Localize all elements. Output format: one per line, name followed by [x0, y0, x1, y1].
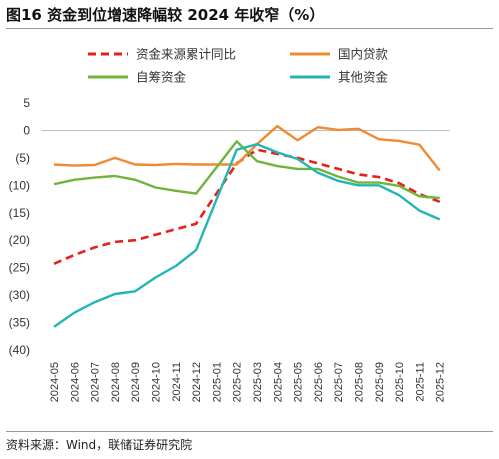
x-tick-label: 2025-05 [293, 362, 305, 402]
legend-label: 自筹资金 [136, 70, 187, 85]
series-line [53, 140, 440, 200]
x-tick-label: 2025-01 [211, 362, 223, 402]
series-line [53, 124, 441, 172]
x-tick-label: 2025-11 [414, 362, 426, 402]
x-tick-label: 2025-04 [272, 362, 284, 402]
y-tick-label: (5) [15, 151, 30, 165]
y-tick-label: (25) [9, 261, 30, 275]
x-tick-label: 2025-12 [435, 362, 447, 402]
x-tick-label: 2024-08 [110, 362, 122, 402]
legend-label: 国内贷款 [338, 48, 389, 62]
line-chart: 5 0 (5) (10) (15) (20) (25) (30) (35) (40) 2024-05… [9, 47, 450, 402]
x-tick-label: 2025-07 [333, 362, 345, 402]
series-line [53, 143, 441, 328]
x-tick-label: 2024-07 [90, 362, 102, 402]
x-tick-label: 2024-11 [171, 362, 183, 402]
y-tick-label: 0 [23, 123, 30, 137]
legend-label: 其他资金 [338, 70, 389, 85]
x-tick-label: 2025-10 [394, 362, 406, 402]
legend-label: 资金来源累计同比 [136, 47, 236, 62]
y-tick-label: (35) [9, 316, 30, 330]
x-tick-label: 2025-02 [232, 362, 244, 402]
x-tick-label: 2024-12 [191, 362, 203, 402]
x-tick-label: 2024-09 [130, 362, 142, 402]
x-tick-label: 2025-09 [374, 362, 386, 402]
y-tick-label: (40) [9, 343, 30, 357]
y-tick-label: (30) [9, 288, 30, 302]
x-tick-label: 2025-06 [313, 362, 325, 402]
y-tick-label: (10) [9, 178, 30, 192]
x-tick-label: 2025-08 [354, 362, 366, 402]
figure-title: 图16 资金到位增速降幅较 2024 年收窄（%） [6, 6, 325, 24]
y-tick-label: (20) [9, 233, 30, 247]
source-note: 资料来源：Wind，联储证券研究院 [6, 438, 193, 452]
y-tick-label: 5 [23, 96, 30, 110]
x-tick-label: 2024-10 [151, 362, 163, 402]
x-tick-label: 2024-06 [69, 362, 81, 402]
y-tick-label: (15) [9, 206, 30, 220]
x-tick-label: 2025-03 [252, 362, 264, 402]
title-rule [6, 28, 493, 29]
series-line [53, 148, 441, 265]
x-tick-label: 2024-05 [49, 362, 61, 402]
source-rule [6, 431, 493, 432]
